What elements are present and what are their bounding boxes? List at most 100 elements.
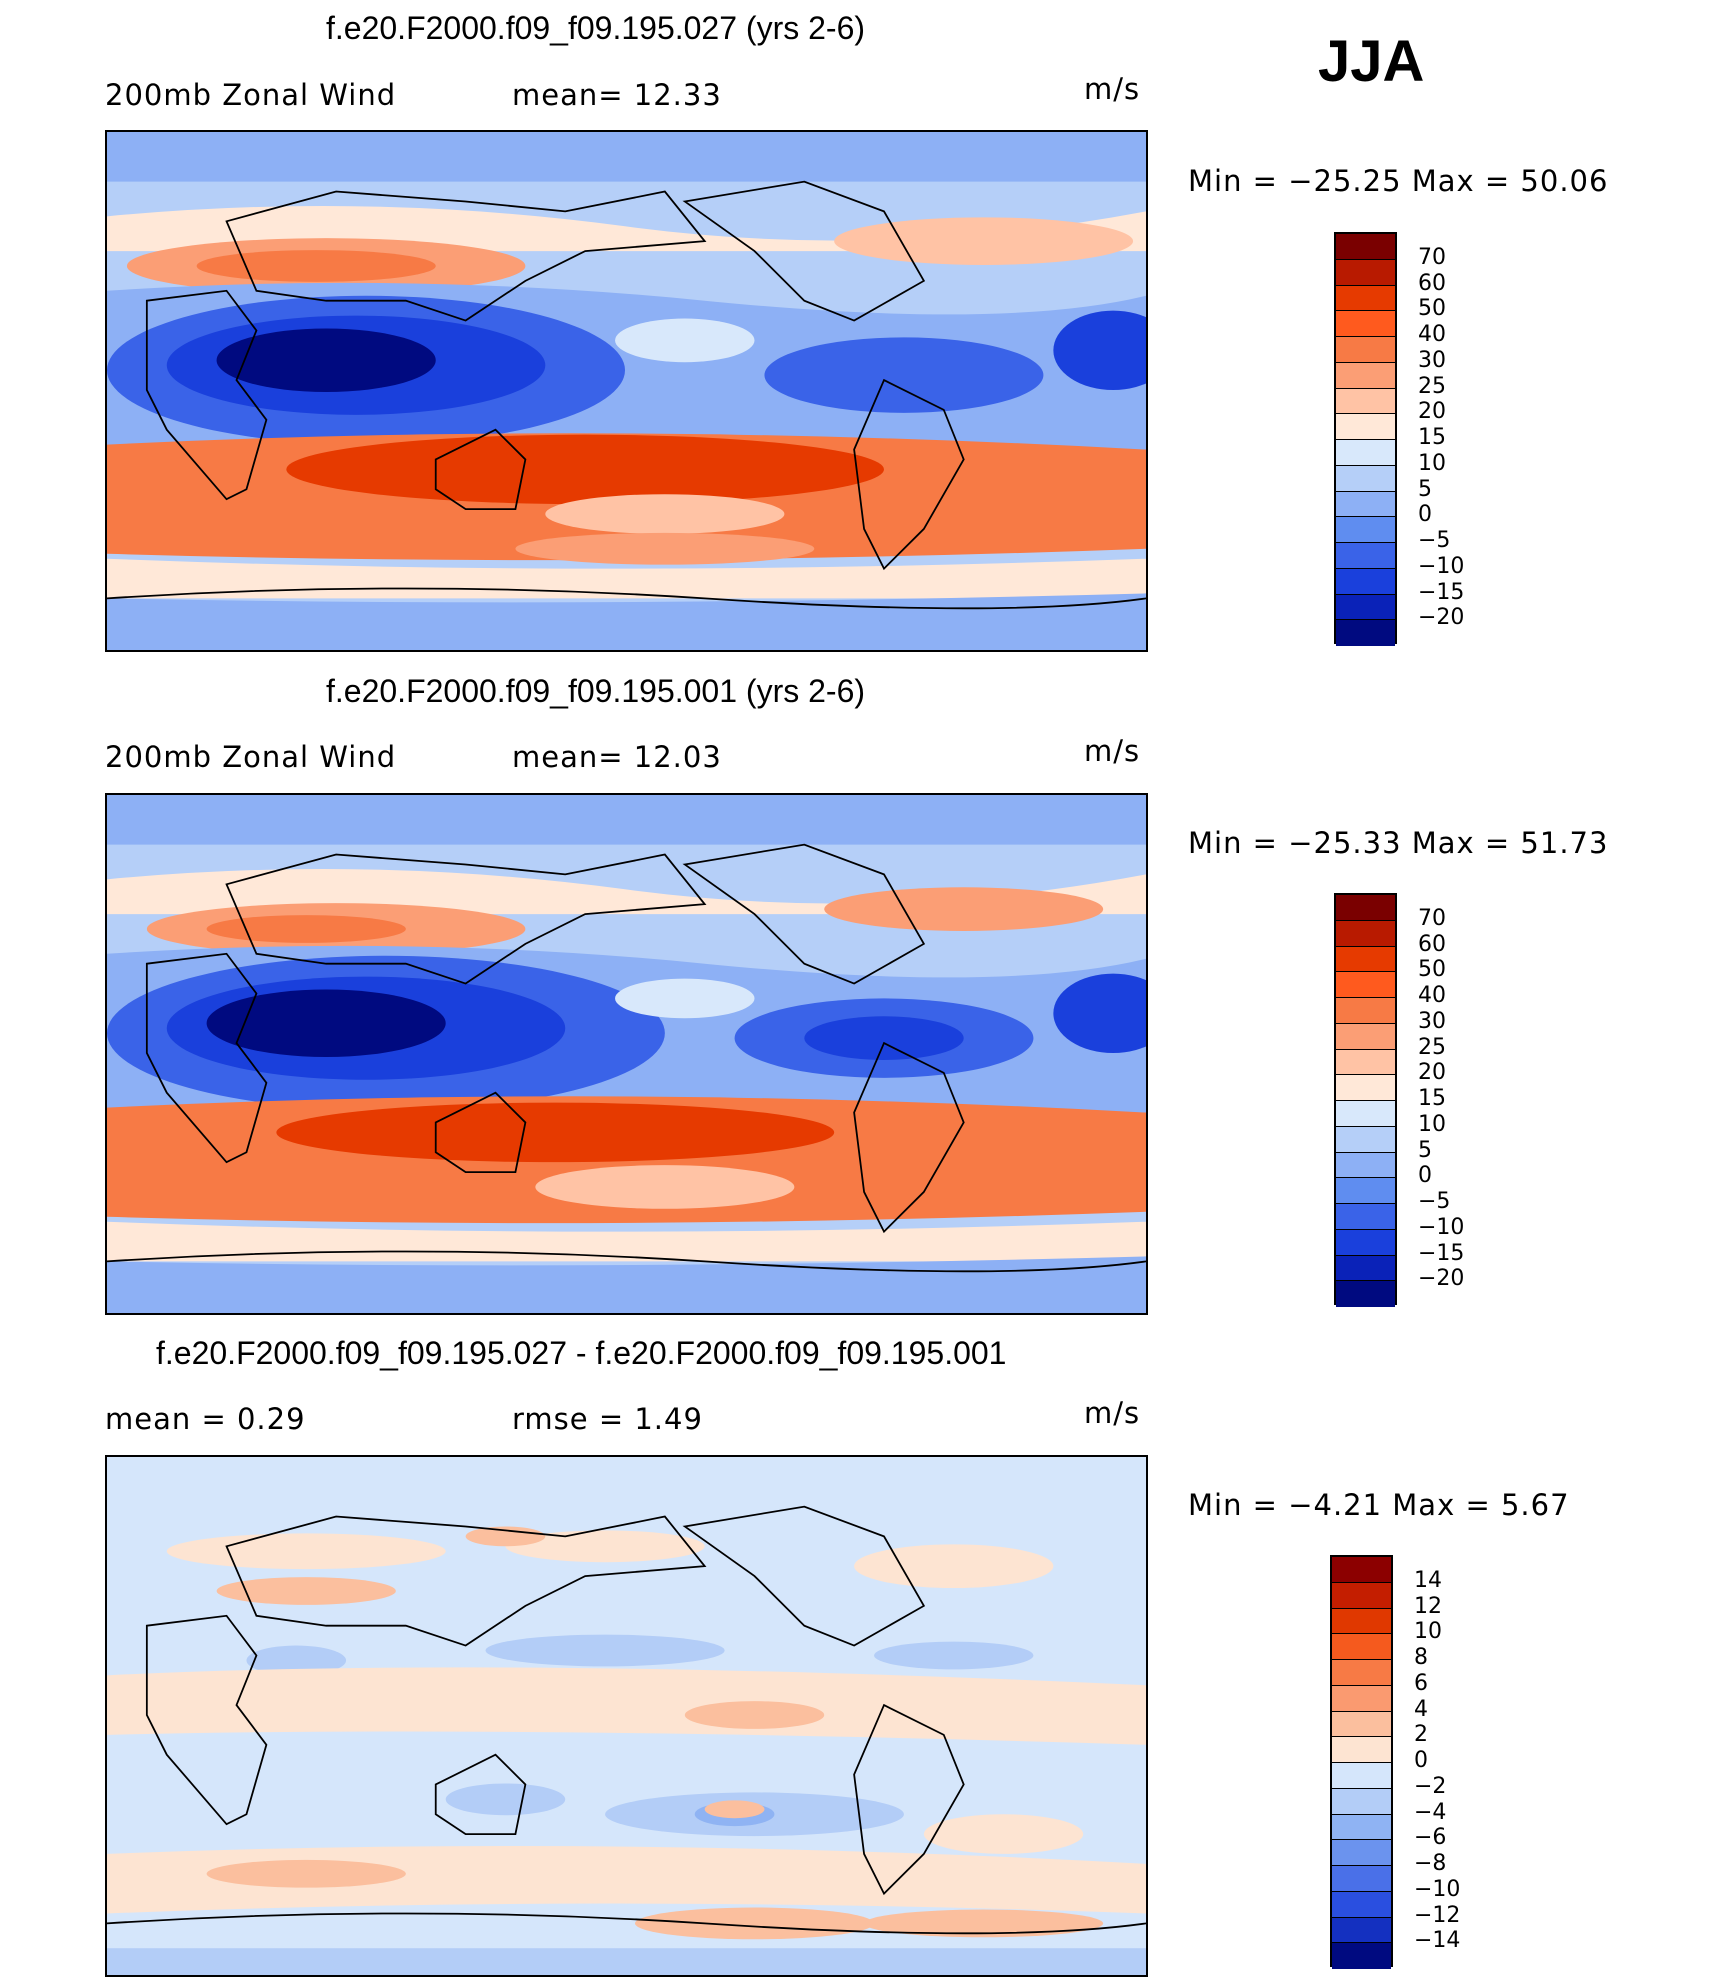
colorbar-tick-label: −20 xyxy=(1418,605,1465,631)
colorbar-swatch xyxy=(1336,491,1395,518)
colorbar-tick-label: −12 xyxy=(1414,1902,1461,1928)
colorbar-tick-label: 0 xyxy=(1418,502,1432,528)
season-label: JJA xyxy=(1318,29,1425,94)
colorbar-tick-label: 10 xyxy=(1418,450,1446,476)
colorbar-swatch xyxy=(1336,1152,1395,1179)
colorbar-swatch xyxy=(1336,1023,1395,1050)
panel1-units: m/s xyxy=(1084,72,1141,106)
colorbar-tick-label: 40 xyxy=(1418,322,1446,347)
panel1-variable-label: 200mb Zonal Wind xyxy=(105,78,397,112)
colorbar-tick-label: −2 xyxy=(1414,1773,1447,1799)
colorbar-tick-label: −15 xyxy=(1418,579,1465,605)
colorbar-swatch xyxy=(1336,311,1395,337)
panel3-map xyxy=(105,1455,1148,1977)
colorbar-swatch xyxy=(1332,1582,1391,1609)
colorbar-tick-label: 70 xyxy=(1418,905,1446,931)
panel1-colorbar-labels: 70 60 50 40 30 25 20 15 10 5 0 −5 −10 −15 −20 xyxy=(1418,232,1498,644)
colorbar-swatch xyxy=(1332,1634,1391,1660)
panel3-minmax: Min = −4.21 Max = 5.67 xyxy=(1188,1488,1570,1522)
colorbar-tick-label: −5 xyxy=(1418,1189,1451,1214)
colorbar-swatch xyxy=(1336,414,1395,440)
colorbar-tick-label: 8 xyxy=(1414,1645,1428,1670)
colorbar-tick-label: 4 xyxy=(1414,1696,1428,1722)
colorbar-tick-label: −8 xyxy=(1414,1851,1447,1876)
panel1-map xyxy=(105,130,1148,652)
colorbar-swatch xyxy=(1336,337,1395,363)
colorbar-swatch xyxy=(1332,1814,1391,1841)
colorbar-swatch xyxy=(1336,517,1395,543)
colorbar-tick-label: −15 xyxy=(1418,1240,1465,1266)
colorbar-tick-label: −5 xyxy=(1418,528,1451,553)
panel1-mean-label: mean= 12.33 xyxy=(512,78,722,112)
colorbar-tick-label: 25 xyxy=(1418,1034,1446,1060)
colorbar-tick-label: −6 xyxy=(1414,1825,1447,1851)
colorbar-tick-label: 2 xyxy=(1414,1722,1428,1748)
panel1-title: f.e20.F2000.f09_f09.195.027 (yrs 2-6) xyxy=(326,10,866,46)
colorbar-tick-label: 0 xyxy=(1414,1748,1428,1773)
colorbar-tick-label: −14 xyxy=(1414,1928,1461,1954)
panel2-variable-label: 200mb Zonal Wind xyxy=(105,740,397,774)
colorbar-swatch xyxy=(1336,259,1395,286)
panel3-colorbar xyxy=(1330,1555,1393,1969)
panel2-colorbar-labels: 70 60 50 40 30 25 20 15 10 5 0 −5 −10 −15 −20 xyxy=(1418,893,1498,1305)
colorbar-swatch xyxy=(1336,594,1395,621)
colorbar-swatch xyxy=(1332,1943,1391,1969)
colorbar-swatch xyxy=(1336,465,1395,492)
colorbar-swatch xyxy=(1336,1126,1395,1153)
colorbar-swatch xyxy=(1336,440,1395,466)
colorbar-swatch xyxy=(1336,895,1395,921)
colorbar-swatch xyxy=(1336,1049,1395,1076)
panel2-map xyxy=(105,793,1148,1315)
colorbar-swatch xyxy=(1336,946,1395,973)
colorbar-swatch xyxy=(1332,1917,1391,1944)
panel1-colorbar xyxy=(1334,232,1397,646)
colorbar-swatch xyxy=(1336,972,1395,998)
panel3-title: f.e20.F2000.f09_f09.195.027 - f.e20.F200… xyxy=(156,1335,1007,1371)
colorbar-swatch xyxy=(1336,1229,1395,1256)
colorbar-tick-label: −10 xyxy=(1414,1876,1461,1902)
colorbar-swatch xyxy=(1332,1660,1391,1686)
colorbar-swatch xyxy=(1336,1281,1395,1307)
colorbar-tick-label: −10 xyxy=(1418,1214,1465,1240)
colorbar-tick-label: 25 xyxy=(1418,373,1446,399)
panel3-units: m/s xyxy=(1084,1396,1141,1430)
colorbar-tick-label: 30 xyxy=(1418,347,1446,373)
panel2-units: m/s xyxy=(1084,734,1141,768)
colorbar-tick-label: 60 xyxy=(1418,931,1446,957)
colorbar-swatch xyxy=(1332,1737,1391,1763)
panel2-minmax: Min = −25.33 Max = 51.73 xyxy=(1188,826,1609,860)
colorbar-tick-label: 30 xyxy=(1418,1008,1446,1034)
colorbar-tick-label: −20 xyxy=(1418,1266,1465,1292)
colorbar-tick-label: 20 xyxy=(1418,1060,1446,1086)
colorbar-swatch xyxy=(1336,388,1395,415)
colorbar-swatch xyxy=(1332,1866,1391,1892)
colorbar-swatch xyxy=(1332,1685,1391,1712)
colorbar-tick-label: 5 xyxy=(1418,1137,1432,1163)
colorbar-tick-label: 70 xyxy=(1418,244,1446,270)
colorbar-tick-label: 15 xyxy=(1418,425,1446,450)
panel3-rmse-label: rmse = 1.49 xyxy=(512,1402,703,1436)
panel3-mean-label: mean = 0.29 xyxy=(105,1402,306,1436)
colorbar-swatch xyxy=(1332,1711,1391,1738)
colorbar-swatch xyxy=(1332,1557,1391,1583)
colorbar-swatch xyxy=(1332,1840,1391,1866)
colorbar-tick-label: 14 xyxy=(1414,1567,1442,1593)
colorbar-tick-label: 5 xyxy=(1418,476,1432,502)
colorbar-tick-label: 15 xyxy=(1418,1086,1446,1111)
colorbar-swatch xyxy=(1332,1608,1391,1635)
colorbar-swatch xyxy=(1336,568,1395,595)
colorbar-swatch xyxy=(1336,362,1395,389)
colorbar-swatch xyxy=(1336,998,1395,1024)
colorbar-tick-label: 50 xyxy=(1418,957,1446,983)
colorbar-tick-label: 60 xyxy=(1418,270,1446,296)
colorbar-swatch xyxy=(1336,1255,1395,1282)
colorbar-swatch xyxy=(1336,1075,1395,1101)
colorbar-tick-label: −10 xyxy=(1418,553,1465,579)
colorbar-swatch xyxy=(1336,234,1395,260)
panel1-minmax: Min = −25.25 Max = 50.06 xyxy=(1188,164,1609,198)
panel2-title: f.e20.F2000.f09_f09.195.001 (yrs 2-6) xyxy=(326,673,866,709)
colorbar-swatch xyxy=(1332,1788,1391,1815)
colorbar-tick-label: 20 xyxy=(1418,399,1446,425)
colorbar-tick-label: 12 xyxy=(1414,1593,1442,1619)
colorbar-tick-label: 10 xyxy=(1418,1111,1446,1137)
